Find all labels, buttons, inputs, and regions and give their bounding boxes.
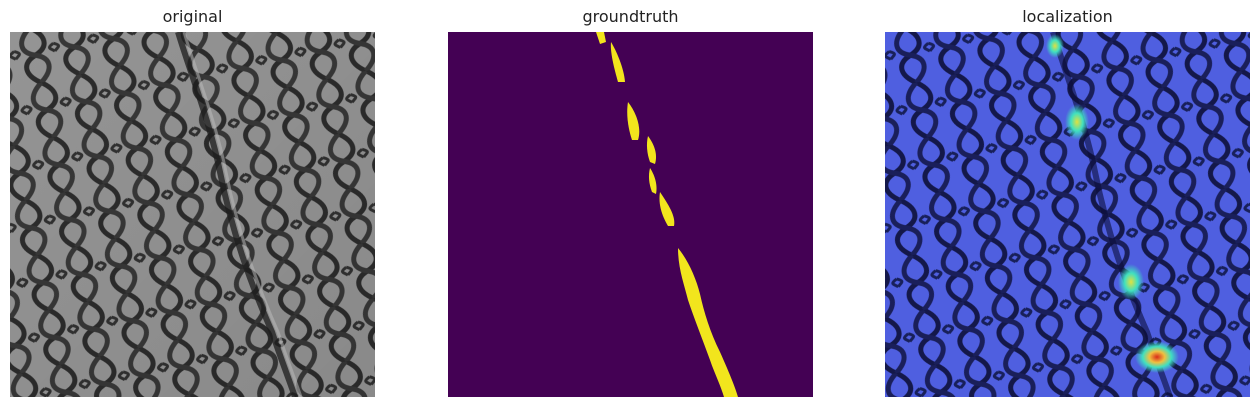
groundtruth-panel-title: groundtruth bbox=[582, 7, 679, 26]
original-image bbox=[10, 32, 375, 397]
groundtruth-mask bbox=[448, 32, 813, 397]
defect-segment bbox=[596, 32, 606, 44]
heat-spot bbox=[1065, 104, 1089, 140]
defect-segment bbox=[659, 192, 675, 226]
heat-spot bbox=[1046, 34, 1064, 58]
defect-segment bbox=[678, 248, 738, 397]
defect-segment bbox=[646, 136, 657, 164]
localization-heatmap bbox=[885, 32, 1250, 397]
localization-panel-title: localization bbox=[1022, 7, 1113, 26]
original-panel-title: original bbox=[162, 7, 223, 26]
mesh-defect-crease bbox=[175, 32, 298, 397]
defect-segment bbox=[610, 42, 625, 82]
defect-segment bbox=[627, 102, 640, 140]
defect-segment bbox=[648, 168, 657, 194]
heat-spot bbox=[1135, 341, 1179, 373]
heat-spot bbox=[1118, 264, 1144, 300]
